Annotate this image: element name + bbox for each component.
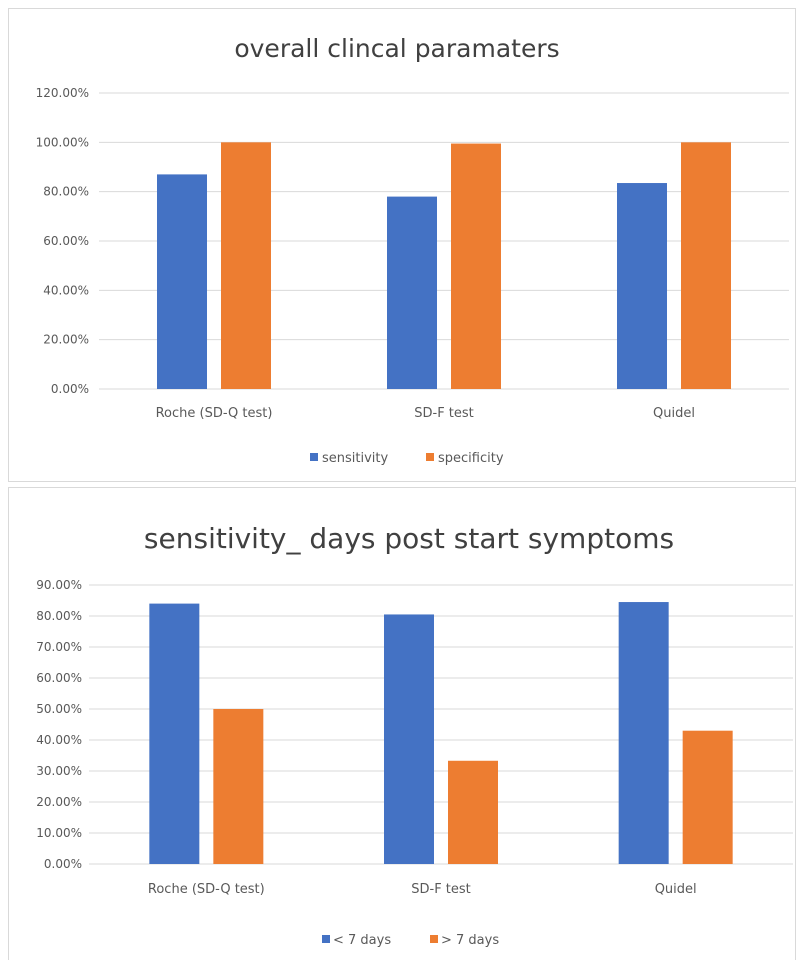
bar--7-days [384, 614, 434, 864]
bar-specificity [221, 142, 271, 389]
y-tick-label: 40.00% [36, 733, 82, 747]
y-tick-label: 60.00% [43, 234, 89, 248]
plot-area: 0.00% 10.00% 20.00% 30.00% 40.00% 50.00% 60.00… [36, 578, 793, 897]
x-category-label: Quidel [653, 406, 695, 421]
y-tick-label: 90.00% [36, 578, 82, 592]
chart-overall-svg: overall clincal paramaters 0.00% 20.00% 40… [36, 34, 789, 466]
y-tick-label: 0.00% [51, 382, 89, 396]
legend-swatch-specificity [426, 453, 434, 461]
legend-label-gt7: > 7 days [441, 933, 499, 948]
bar--7-days [618, 602, 669, 864]
chart-days-svg: sensitivity_ days post start symptoms 0.… [36, 522, 793, 948]
legend-swatch-gt7 [430, 935, 438, 943]
chart-title: sensitivity_ days post start symptoms [144, 522, 674, 555]
y-tick-label: 40.00% [43, 283, 89, 297]
plot-area: 0.00% 20.00% 40.00% 60.00% 80.00% 100.00% 120.… [36, 86, 789, 421]
y-tick-label: 50.00% [36, 702, 82, 716]
legend-label-sensitivity: sensitivity [322, 451, 389, 466]
y-tick-label: 120.00% [36, 86, 89, 100]
y-tick-label: 0.00% [44, 857, 82, 871]
y-tick-label: 10.00% [36, 826, 82, 840]
bar-specificity [681, 142, 731, 389]
y-tick-label: 70.00% [36, 640, 82, 654]
legend-label-lt7: < 7 days [333, 933, 391, 948]
bar-sensitivity [387, 196, 437, 389]
bar-specificity [451, 143, 501, 389]
legend: sensitivity specificity [310, 451, 504, 466]
chart-panel-days: sensitivity_ days post start symptoms 0.… [8, 487, 796, 960]
x-category-label: Roche (SD-Q test) [148, 882, 265, 897]
x-category-label: Quidel [655, 882, 697, 897]
bar--7-days [149, 603, 200, 864]
y-tick-label: 20.00% [43, 333, 89, 347]
x-category-label: Roche (SD-Q test) [156, 406, 273, 421]
bar-sensitivity [157, 174, 207, 389]
bar--7-days [448, 760, 498, 864]
legend-label-specificity: specificity [438, 451, 504, 466]
chart-panel-overall: overall clincal paramaters 0.00% 20.00% 40… [8, 8, 796, 482]
y-tick-label: 60.00% [36, 671, 82, 685]
y-tick-label: 100.00% [36, 135, 89, 149]
bar--7-days [213, 709, 264, 864]
bar-sensitivity [617, 183, 667, 389]
legend-swatch-lt7 [322, 935, 330, 943]
legend: < 7 days > 7 days [322, 933, 499, 948]
y-tick-label: 20.00% [36, 795, 82, 809]
x-category-label: SD-F test [414, 406, 474, 421]
y-tick-label: 80.00% [36, 609, 82, 623]
y-tick-label: 80.00% [43, 185, 89, 199]
bar--7-days [682, 730, 733, 864]
y-tick-label: 30.00% [36, 764, 82, 778]
x-category-label: SD-F test [411, 882, 471, 897]
chart-title: overall clincal paramaters [234, 34, 559, 63]
legend-swatch-sensitivity [310, 453, 318, 461]
